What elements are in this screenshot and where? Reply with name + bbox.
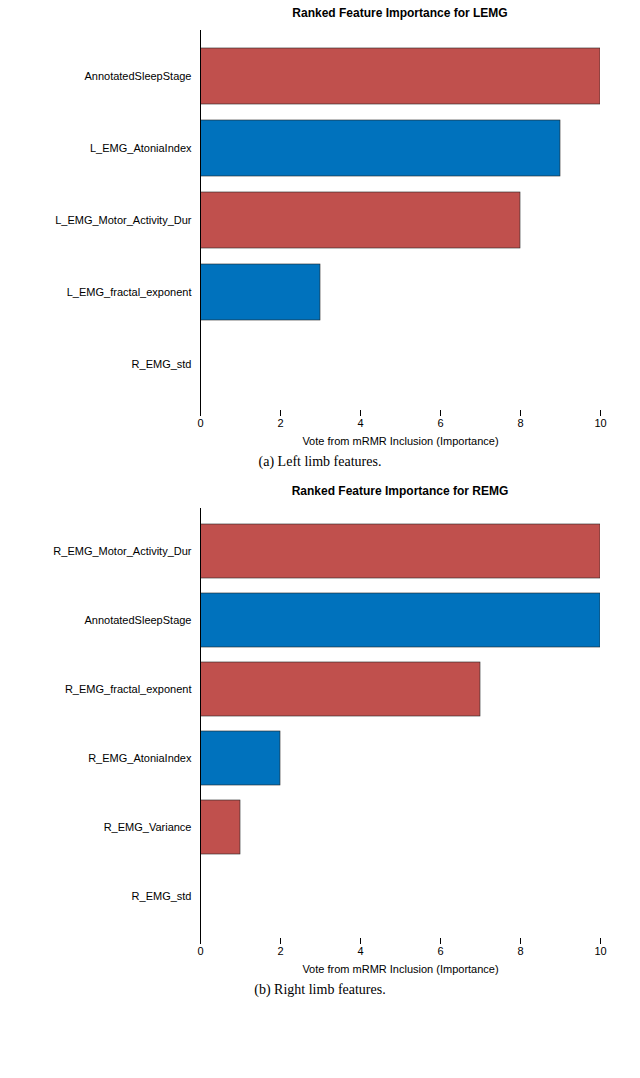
svg-text:0: 0 [197,945,203,957]
svg-text:AnnotatedSleepStage: AnnotatedSleepStage [84,614,191,626]
svg-text:Vote from mRMR Inclusion (Impo: Vote from mRMR Inclusion (Importance) [302,963,498,975]
svg-text:8: 8 [517,945,523,957]
svg-text:R_EMG_AtoniaIndex: R_EMG_AtoniaIndex [88,752,192,764]
svg-text:10: 10 [594,417,606,429]
svg-text:10: 10 [594,945,606,957]
svg-text:L_EMG_fractal_exponent: L_EMG_fractal_exponent [67,286,192,298]
svg-text:Vote from mRMR Inclusion (Impo: Vote from mRMR Inclusion (Importance) [302,435,498,447]
svg-text:R_EMG_Variance: R_EMG_Variance [104,821,192,833]
svg-text:L_EMG_Motor_Activity_Dur: L_EMG_Motor_Activity_Dur [55,214,192,226]
svg-text:6: 6 [437,945,443,957]
svg-text:R_EMG_std: R_EMG_std [132,890,192,902]
svg-text:4: 4 [357,945,363,957]
html-text:(b) Right limb features.: (b) Right limb features. [254,982,386,997]
html-text:(a) Left limb features.: (a) Left limb features. [258,454,382,469]
svg-text:R_EMG_fractal_exponent: R_EMG_fractal_exponent [65,683,192,695]
svg-text:L_EMG_AtoniaIndex: L_EMG_AtoniaIndex [90,142,192,154]
svg-text:2: 2 [277,945,283,957]
svg-text:4: 4 [357,417,363,429]
svg-text:6: 6 [437,417,443,429]
svg-text:8: 8 [517,417,523,429]
html-text:Ranked Feature Importance for: Ranked Feature Importance for REMG [291,484,509,498]
svg-text:0: 0 [197,417,203,429]
html-text:Ranked Feature Importance for: Ranked Feature Importance for LEMG [292,6,508,20]
svg-text:2: 2 [277,417,283,429]
svg-text:R_EMG_std: R_EMG_std [132,358,192,370]
svg-text:R_EMG_Motor_Activity_Dur: R_EMG_Motor_Activity_Dur [53,545,191,557]
svg-text:AnnotatedSleepStage: AnnotatedSleepStage [84,70,191,82]
